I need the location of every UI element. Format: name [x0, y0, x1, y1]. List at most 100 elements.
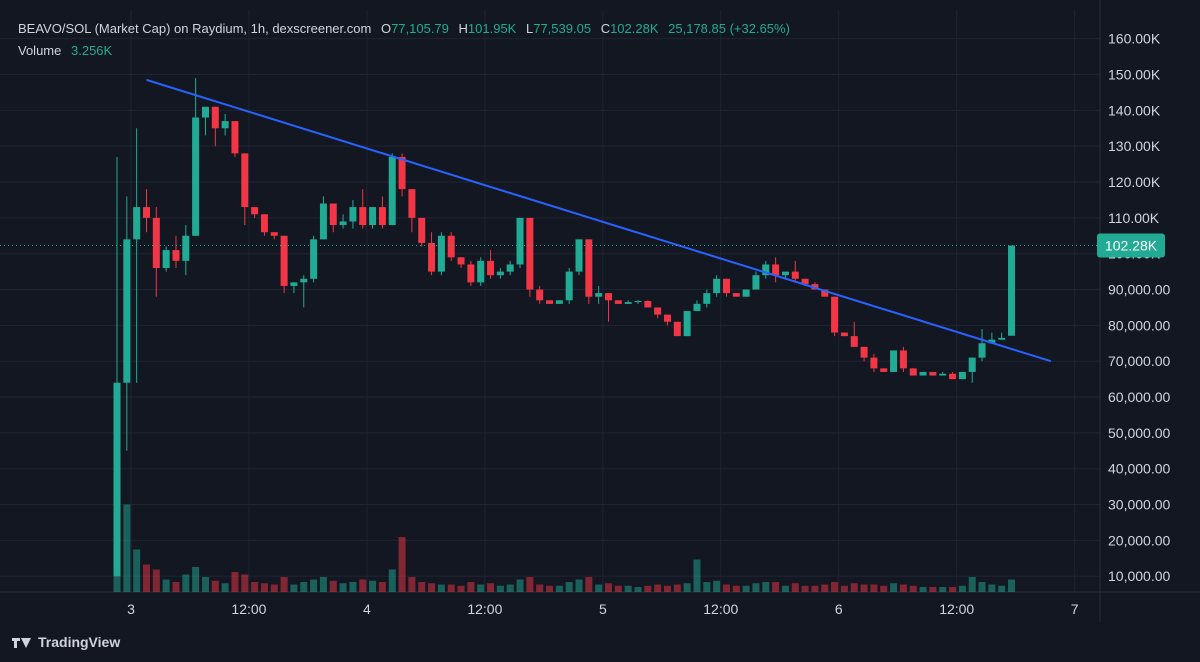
volume-bar: [536, 584, 544, 592]
time-tick-label: 7: [1071, 601, 1079, 617]
candle-body: [939, 373, 947, 376]
volume-bar: [949, 587, 957, 592]
volume-bar: [457, 585, 465, 592]
volume-value: 3.256K: [71, 43, 113, 58]
low-label: L: [525, 21, 534, 36]
candle-body: [890, 350, 898, 372]
candle-body: [378, 207, 386, 226]
tradingview-logo-icon: [12, 635, 32, 649]
volume-bar: [152, 569, 160, 592]
volume-bar: [821, 584, 829, 592]
candle-body: [487, 260, 495, 276]
price-tick-label: 90,000.00: [1108, 282, 1170, 298]
candle-body: [133, 207, 141, 240]
volume-bar: [605, 583, 612, 592]
candle-body: [506, 264, 514, 272]
candle-body: [428, 242, 436, 272]
volume-label[interactable]: Volume: [18, 43, 62, 58]
legend-ohlc-row: BEAVO/SOL (Market Cap) on Raydium, 1h, d…: [18, 18, 790, 40]
candle-body: [644, 301, 652, 308]
volume-bar: [978, 582, 986, 592]
volume-bar: [988, 584, 996, 592]
candle-body: [713, 278, 721, 294]
candle-body: [437, 235, 445, 272]
volume-bar: [300, 582, 308, 592]
tradingview-brand[interactable]: TradingView: [12, 634, 120, 650]
candle-body: [142, 207, 150, 218]
volume-bar: [939, 587, 947, 592]
volume-bar: [418, 582, 426, 592]
candle-body: [860, 346, 868, 358]
volume-bar: [487, 583, 495, 592]
price-tick-label: 130.00K: [1108, 138, 1161, 154]
volume-bar: [958, 585, 966, 592]
price-tick-label: 50,000.00: [1108, 425, 1170, 441]
candle-body: [703, 293, 711, 304]
price-tick-label: 30,000.00: [1108, 497, 1170, 513]
candle-body: [575, 239, 583, 272]
candle-body: [398, 156, 406, 190]
volume-bar: [998, 585, 1006, 592]
volume-bar: [241, 574, 249, 592]
volume-bar: [968, 577, 976, 592]
candle-body: [536, 289, 544, 301]
time-axis[interactable]: 3 12:00 4 12:00 5 12:00 6 12:00 7: [127, 601, 1079, 617]
price-axis[interactable]: 10,000.00 20,000.00 30,000.00 40,000.00 50,0…: [1108, 31, 1170, 585]
volume-bar: [359, 579, 367, 592]
symbol-title[interactable]: BEAVO/SOL (Market Cap) on Raydium, 1h, d…: [18, 21, 372, 36]
candle-body: [447, 235, 455, 258]
time-tick-label: 12:00: [703, 601, 738, 617]
volume-bar: [477, 584, 485, 592]
candle-body: [359, 207, 367, 226]
volume-bar: [339, 583, 347, 592]
candle-body: [654, 307, 662, 315]
volume-bar: [840, 585, 848, 592]
volume-bar: [880, 585, 888, 592]
legend-volume-row: Volume 3.256K: [18, 40, 790, 62]
volume-bar: [251, 582, 259, 592]
volume-bar: [408, 577, 416, 592]
candle-body: [742, 289, 750, 297]
volume-bar: [546, 585, 554, 592]
candle-body: [221, 121, 229, 129]
candle-body: [850, 336, 858, 347]
volume-bar: [713, 580, 721, 592]
price-tick-label: 80,000.00: [1108, 317, 1170, 333]
candle-body: [300, 278, 308, 283]
candle-body: [467, 264, 475, 283]
candle-body: [546, 300, 554, 304]
volume-bar: [772, 582, 780, 592]
volume-bar: [850, 583, 858, 592]
candle-body: [113, 382, 121, 577]
price-tick-label: 70,000.00: [1108, 353, 1170, 369]
volume-bar: [260, 583, 268, 592]
volume-bar: [369, 580, 377, 592]
candle-body: [673, 321, 681, 337]
high-label: H: [458, 21, 468, 36]
change-value: 25,178.85 (+32.65%): [668, 21, 790, 36]
volume-bar: [870, 584, 878, 592]
open-value: 77,105.79: [391, 21, 449, 36]
time-tick-label: 12:00: [231, 601, 266, 617]
volume-bar: [732, 585, 740, 592]
trendline[interactable]: [146, 78, 1052, 363]
candle-body: [516, 217, 524, 265]
volume-bar: [890, 583, 898, 592]
volume-bar: [693, 559, 701, 592]
volume-bar: [909, 585, 917, 592]
candles: [113, 78, 1016, 577]
price-tick-label: 160.00K: [1108, 31, 1161, 47]
price-tick-label: 150.00K: [1108, 67, 1161, 83]
last-price-marker: 102.28K: [0, 233, 1165, 258]
candle-body: [683, 311, 691, 337]
volume-bar: [762, 582, 770, 592]
candle-body: [791, 271, 799, 279]
volume-bar: [290, 584, 298, 592]
brand-name: TradingView: [38, 634, 121, 650]
candle-body: [949, 373, 957, 380]
price-tick-label: 60,000.00: [1108, 389, 1170, 405]
candle-body: [693, 303, 701, 312]
volume-bar: [722, 584, 730, 592]
candle-body: [663, 314, 671, 322]
